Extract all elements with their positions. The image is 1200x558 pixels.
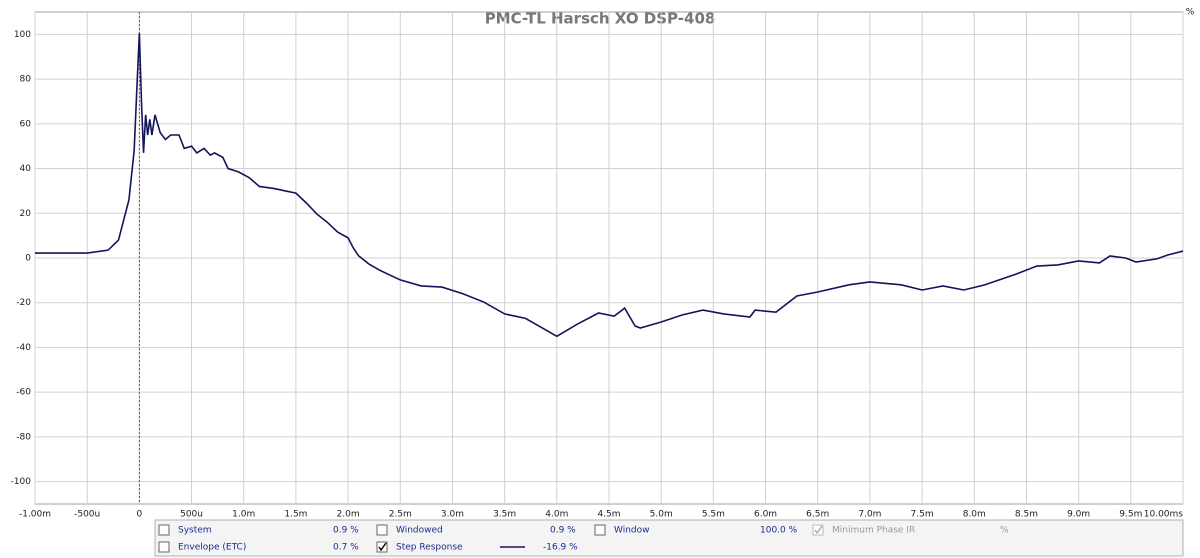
x-tick-label: 5.5m — [702, 510, 725, 520]
x-tick-label: 1.5m — [284, 510, 307, 520]
x-tick-label: 9.0m — [1067, 510, 1090, 520]
x-tick-label: 500u — [180, 510, 203, 520]
y-tick-label: 40 — [20, 164, 32, 174]
checkbox — [812, 524, 824, 536]
checkmark — [814, 525, 823, 535]
legend-label: System — [178, 526, 212, 536]
x-tick-label: 4.5m — [597, 510, 620, 520]
data-line — [35, 33, 1184, 338]
y-tick-label: -60 — [16, 388, 31, 398]
legend-label: Minimum Phase IR — [832, 526, 915, 536]
x-tick-label: 10.00ms — [1144, 510, 1184, 520]
checkbox[interactable] — [594, 524, 606, 536]
x-tick-label: -1.00m — [19, 510, 51, 520]
x-tick-label: 3.5m — [493, 510, 516, 520]
x-tick-label: 6.0m — [754, 510, 777, 520]
x-tick-label: 4.0m — [545, 510, 568, 520]
legend-value: 0.7 % — [333, 543, 359, 553]
y-tick-label: 60 — [20, 119, 32, 129]
y-tick-label: -80 — [16, 432, 31, 442]
x-tick-label: 2.0m — [337, 510, 360, 520]
x-tick-label: 7.5m — [911, 510, 934, 520]
x-tick-label: 1.0m — [232, 510, 255, 520]
legend-value: 0.9 % — [550, 526, 576, 536]
legend-label: Step Response — [396, 543, 463, 553]
y-tick-label: 80 — [20, 75, 32, 85]
y-tick-label: 100 — [14, 30, 31, 40]
x-tick-label: -500u — [74, 510, 100, 520]
y-tick-label: -40 — [16, 343, 31, 353]
chart-title: PMC-TL Harsch XO DSP-408 — [485, 10, 716, 28]
legend-label: Envelope (ETC) — [178, 543, 246, 553]
legend-value: -16.9 % — [543, 543, 578, 553]
x-tick-label: 2.5m — [389, 510, 412, 520]
checkbox[interactable] — [158, 524, 170, 536]
legend-value: 100.0 % — [760, 526, 798, 536]
x-tick-label: 5.0m — [650, 510, 673, 520]
x-tick-label: 9.5m — [1119, 510, 1142, 520]
checkmark — [378, 542, 387, 552]
checkbox[interactable] — [158, 541, 170, 553]
x-tick-label: 0 — [136, 510, 142, 520]
x-tick-label: 8.0m — [963, 510, 986, 520]
y-tick-label: 0 — [25, 254, 31, 264]
x-tick-label: 6.5m — [806, 510, 829, 520]
x-tick-label: 8.5m — [1015, 510, 1038, 520]
x-tick-label: 7.0m — [858, 510, 881, 520]
y-unit: % — [1186, 8, 1195, 18]
y-tick-label: -100 — [11, 477, 32, 487]
legend-value: % — [1000, 526, 1009, 536]
checkbox[interactable] — [376, 524, 388, 536]
y-tick-label: 20 — [20, 209, 32, 219]
checkbox[interactable] — [376, 541, 388, 553]
legend-label: Window — [614, 526, 650, 536]
legend-panel — [154, 519, 1184, 557]
legend-label: Windowed — [396, 526, 443, 536]
legend-value: 0.9 % — [333, 526, 359, 536]
y-tick-label: -20 — [16, 298, 31, 308]
x-tick-label: 3.0m — [441, 510, 464, 520]
